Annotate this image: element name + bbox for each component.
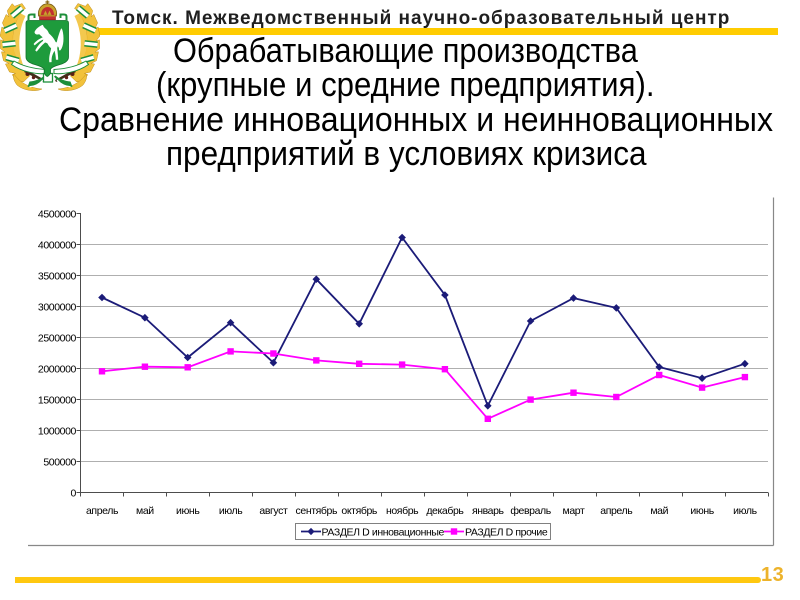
svg-text:февраль: февраль	[510, 505, 551, 517]
svg-text:2000000: 2000000	[38, 364, 77, 376]
svg-text:3500000: 3500000	[38, 271, 77, 283]
svg-text:4500000: 4500000	[38, 209, 77, 221]
svg-text:апрель: апрель	[86, 505, 119, 517]
svg-text:октябрь: октябрь	[341, 505, 377, 517]
svg-text:ноябрь: ноябрь	[386, 505, 419, 517]
svg-text:июль: июль	[219, 505, 243, 517]
svg-text:июль: июль	[733, 505, 757, 517]
svg-text:декабрь: декабрь	[426, 505, 464, 517]
svg-text:апрель: апрель	[600, 505, 633, 517]
svg-text:РАЗДЕЛ D инновационные: РАЗДЕЛ D инновационные	[322, 527, 445, 539]
svg-text:май: май	[136, 505, 154, 517]
svg-text:РАЗДЕЛ D прочие: РАЗДЕЛ D прочие	[465, 527, 548, 539]
svg-text:4000000: 4000000	[38, 240, 77, 252]
svg-text:1000000: 1000000	[38, 426, 77, 438]
svg-text:1500000: 1500000	[38, 395, 77, 407]
svg-text:3000000: 3000000	[38, 302, 77, 314]
svg-text:май: май	[650, 505, 668, 517]
svg-text:0: 0	[71, 488, 77, 500]
svg-text:сентябрь: сентябрь	[296, 505, 338, 517]
svg-text:июнь: июнь	[176, 505, 200, 517]
svg-text:март: март	[563, 505, 585, 517]
svg-text:500000: 500000	[43, 457, 76, 469]
svg-text:2500000: 2500000	[38, 333, 77, 345]
svg-text:июнь: июнь	[690, 505, 714, 517]
svg-text:август: август	[259, 505, 288, 517]
svg-text:январь: январь	[472, 505, 505, 517]
